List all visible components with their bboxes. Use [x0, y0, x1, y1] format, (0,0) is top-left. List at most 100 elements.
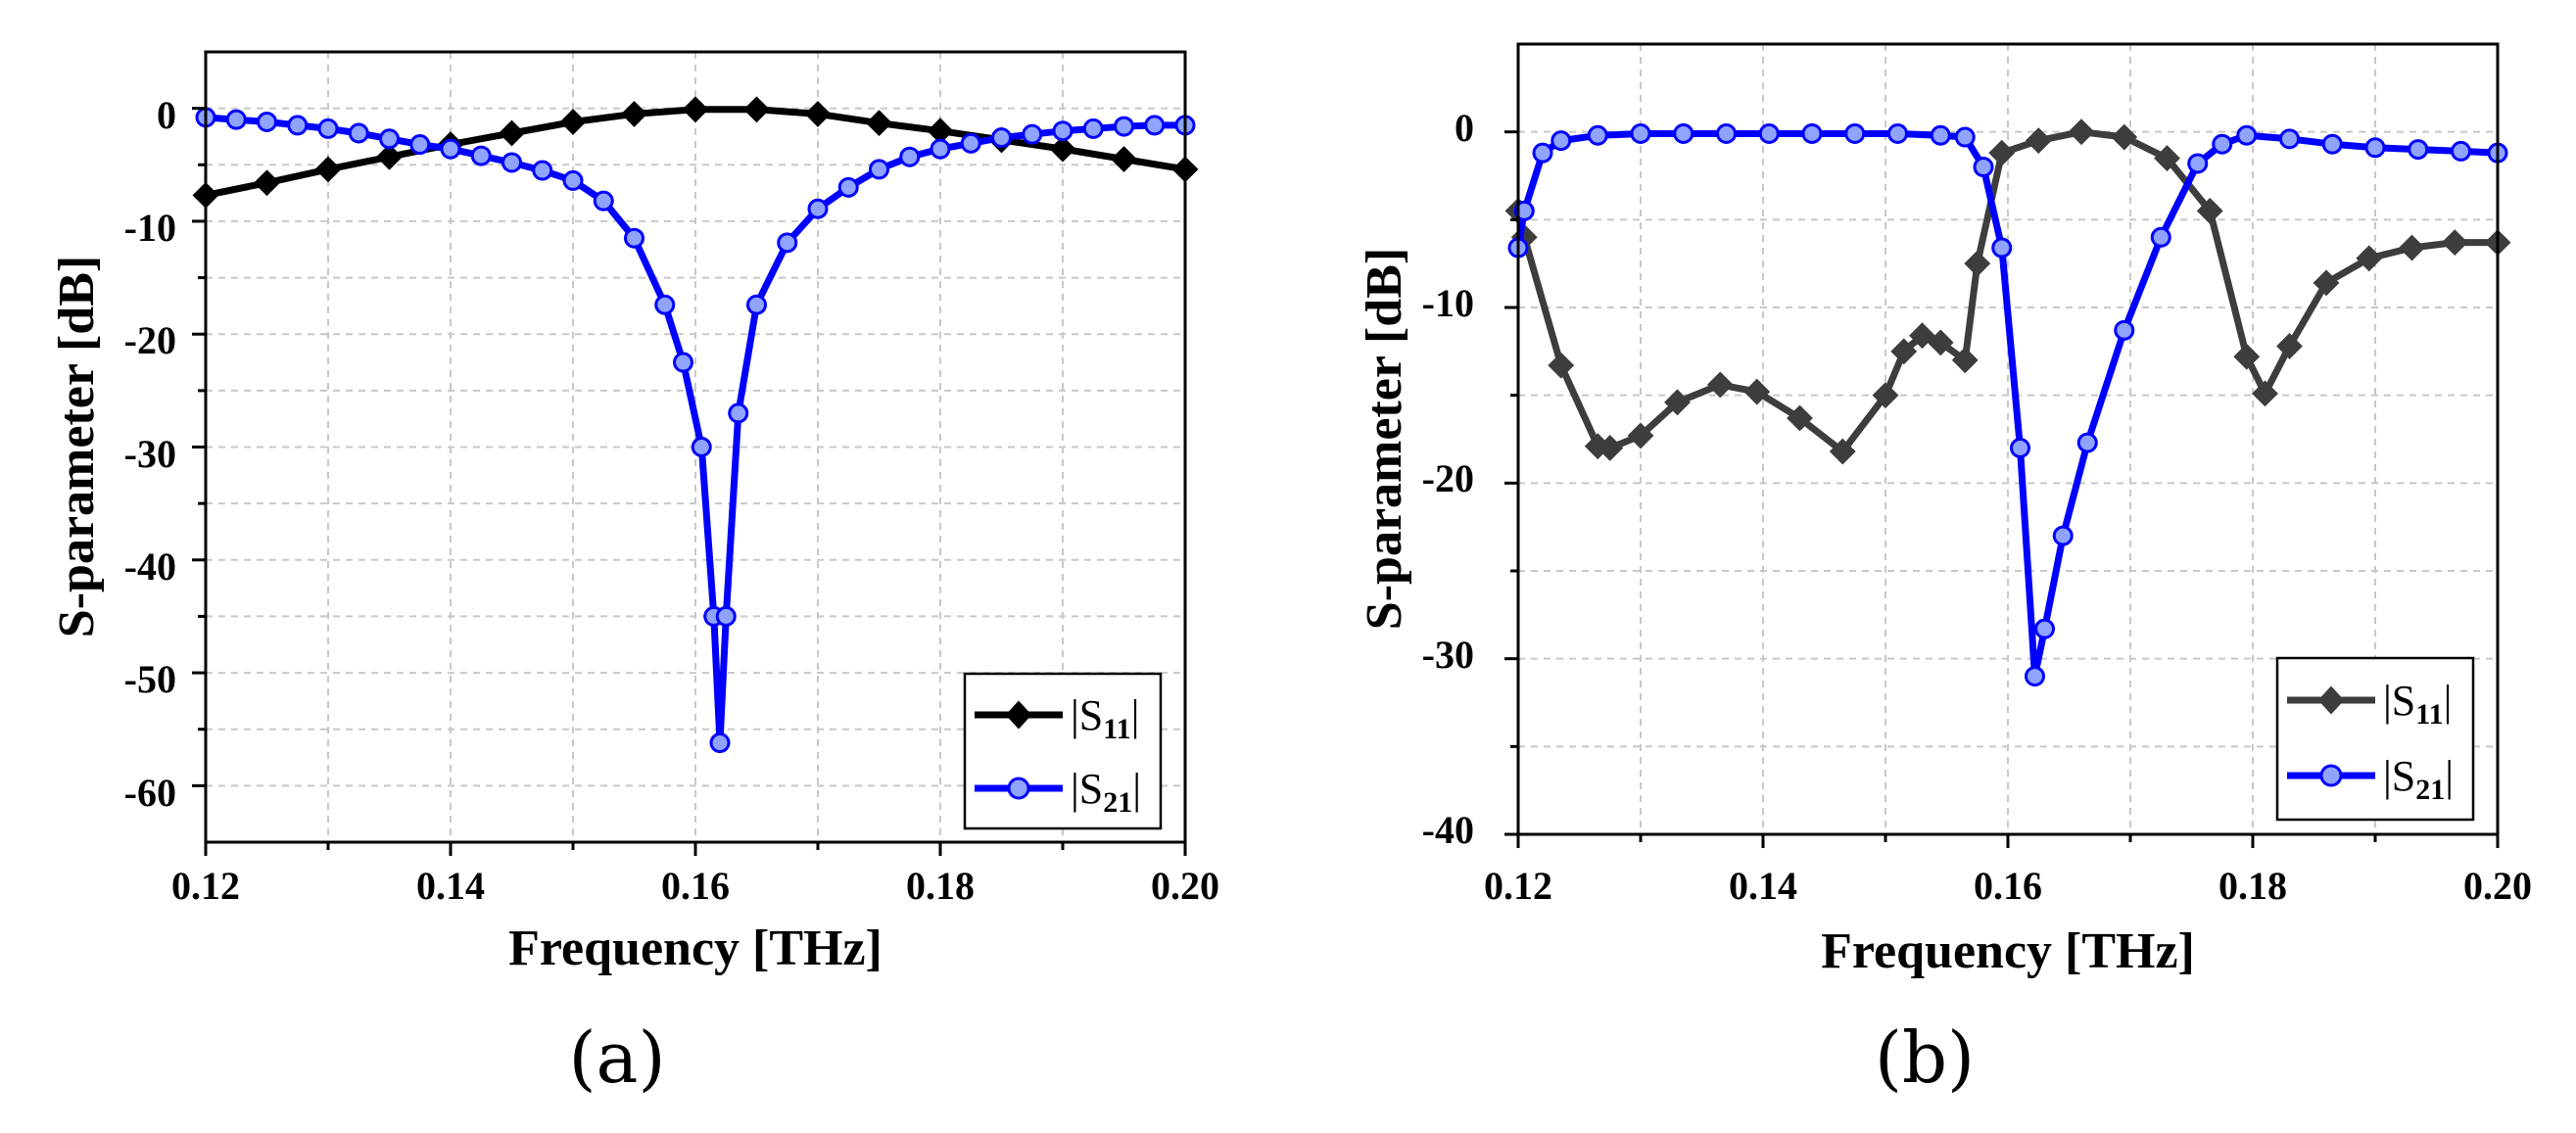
data-point-s11 — [866, 110, 892, 137]
data-point-s11 — [2111, 123, 2138, 151]
legend-label-s21: |S21| — [1071, 765, 1141, 819]
data-point-s21 — [225, 109, 247, 130]
data-point-s21 — [1887, 122, 1908, 144]
data-point-s21 — [2364, 137, 2386, 159]
data-point-s11 — [1890, 338, 1918, 365]
data-point-s21 — [1513, 200, 1535, 221]
data-point-s21 — [2150, 226, 2171, 248]
legend-label-s11: |S11| — [1071, 691, 1139, 745]
data-point-s21 — [2212, 133, 2233, 155]
series-layer-a — [192, 96, 1199, 754]
y-tick-label: -10 — [124, 206, 176, 250]
data-point-s21 — [1954, 126, 1976, 148]
legend-label-s21: |S21| — [2383, 752, 2454, 806]
legend-marker-s11 — [2317, 685, 2345, 715]
legend-label-subscript: 11 — [1103, 713, 1130, 745]
data-point-s21 — [2114, 319, 2135, 341]
data-point-s11 — [1909, 322, 1935, 350]
data-point-s21 — [2010, 437, 2030, 458]
data-point-s11 — [621, 100, 647, 127]
data-point-s21 — [654, 294, 676, 315]
x-axis-title: Frequency [THz] — [508, 921, 883, 976]
data-point-s11 — [1706, 371, 1734, 399]
y-tick-label: -30 — [1422, 633, 1474, 677]
legend-label-bar: | — [2444, 677, 2453, 725]
x-tick-label: 0.16 — [1974, 864, 2042, 908]
series-layer-b — [1504, 118, 2511, 687]
x-tick-label: 0.18 — [2218, 864, 2287, 908]
y-tick-label: -10 — [1422, 281, 1474, 325]
y-tick-label: -20 — [1422, 456, 1474, 500]
x-tick-label: 0.20 — [1151, 864, 1219, 908]
legend-label-base: |S — [1071, 765, 1103, 813]
data-point-s21 — [532, 160, 553, 181]
data-point-s21 — [691, 437, 712, 457]
axis-ticks-b — [1504, 130, 2500, 848]
data-point-s21 — [440, 138, 461, 160]
data-point-s11 — [2313, 269, 2340, 297]
panel-b: 0 -10 -20 -30 -40 0.12 0.14 0.16 0.18 0.… — [1357, 42, 2532, 1099]
data-point-s21 — [1052, 120, 1073, 142]
data-point-s21 — [930, 138, 951, 160]
panel-a: 0 -10 -20 -30 -40 -50 -60 0.12 0.14 0.16… — [49, 50, 1219, 1099]
data-point-s11 — [682, 96, 709, 123]
data-point-s11 — [743, 96, 770, 123]
legend-label-base: |S — [2383, 752, 2415, 800]
legend-b: |S11| |S21| — [2275, 656, 2475, 822]
data-point-s21 — [991, 127, 1012, 149]
data-point-s21 — [1082, 118, 1104, 139]
y-tick-label: 0 — [1455, 106, 1474, 150]
data-point-s21 — [777, 232, 798, 254]
data-point-s21 — [960, 132, 981, 154]
legend-label-subscript: 21 — [2415, 774, 2445, 806]
data-point-s11 — [1951, 347, 1979, 374]
data-point-s21 — [709, 732, 731, 754]
data-point-s11 — [1872, 382, 1899, 409]
legend-label-base: |S — [1071, 691, 1103, 739]
data-point-s21 — [728, 402, 749, 424]
data-point-s11 — [1829, 438, 1856, 465]
data-point-s21 — [562, 169, 584, 191]
axis-ticks-a — [192, 107, 1187, 856]
data-point-s11 — [1664, 389, 1691, 416]
data-point-s21 — [1114, 116, 1134, 137]
data-point-s21 — [409, 134, 431, 156]
data-point-s11 — [1597, 435, 1624, 461]
data-point-s11 — [2154, 145, 2180, 171]
data-point-s21 — [1532, 142, 1553, 164]
y-tick-label: -40 — [124, 544, 176, 589]
data-point-s11 — [1964, 250, 1991, 277]
x-tick-label: 0.20 — [2463, 864, 2532, 908]
data-point-s21 — [807, 198, 829, 219]
data-point-s11 — [314, 156, 342, 183]
data-point-s21 — [1716, 122, 1737, 144]
data-point-s11 — [2356, 245, 2383, 272]
data-point-s11 — [2025, 127, 2052, 155]
data-point-s21 — [1930, 124, 1951, 146]
data-point-s11 — [2276, 333, 2303, 359]
x-tick-label: 0.12 — [171, 864, 240, 908]
data-point-s11 — [2196, 197, 2223, 224]
y-tick-label: -30 — [124, 432, 176, 476]
data-point-s21 — [1991, 237, 2013, 259]
data-point-s21 — [2279, 128, 2300, 150]
data-point-s11 — [254, 169, 280, 197]
y-axis-title: S-parameter [dB] — [1357, 248, 1412, 630]
data-point-s21 — [2076, 432, 2098, 453]
data-point-s21 — [2236, 124, 2258, 146]
data-point-s21 — [1801, 122, 1823, 144]
y-tick-label: 0 — [157, 93, 176, 137]
data-point-s21 — [715, 605, 737, 627]
y-tick-label: -60 — [124, 771, 176, 815]
legend-label-subscript: 11 — [2415, 698, 2443, 731]
legend-label-subscript: 21 — [1103, 786, 1132, 819]
data-point-s21 — [837, 176, 859, 198]
data-point-s21 — [501, 152, 522, 173]
legend-label-bar: | — [2445, 752, 2454, 800]
y-axis-title: S-parameter [dB] — [49, 256, 105, 637]
data-point-s21 — [746, 294, 767, 315]
legend-a: |S11| |S21| — [963, 672, 1163, 830]
data-point-s21 — [1758, 122, 1780, 144]
data-point-s11 — [559, 109, 587, 135]
